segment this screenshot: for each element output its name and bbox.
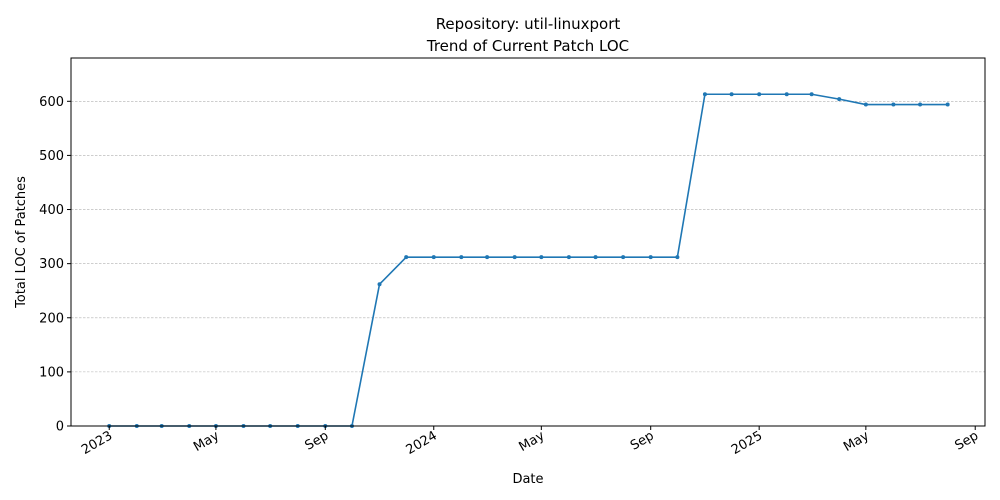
y-tick-label: 0: [56, 420, 64, 435]
y-axis-label: Total LOC of Patches: [14, 176, 29, 309]
y-tick-label: 200: [39, 311, 64, 326]
y-tick-label: 400: [39, 203, 64, 218]
x-axis: 2023 May Sep 2024 May Sep 2025 May Sep: [79, 426, 981, 458]
x-tick-label: 2025: [729, 428, 765, 458]
data-point: [512, 255, 517, 260]
x-tick-label: May: [517, 428, 548, 455]
x-axis-label: Date: [512, 472, 543, 487]
y-tick-label: 600: [39, 95, 64, 110]
data-point: [863, 102, 868, 107]
y-tick-label: 500: [39, 149, 64, 164]
x-tick-label: Sep: [952, 428, 981, 453]
x-tick-label: May: [191, 428, 222, 455]
data-point: [837, 97, 842, 102]
data-point: [784, 92, 789, 97]
data-point: [757, 92, 762, 97]
y-axis: 0 100 200 300 400 500 600: [39, 95, 71, 435]
data-point: [891, 102, 896, 107]
data-point: [729, 92, 734, 97]
data-point: [459, 255, 464, 260]
data-point: [485, 255, 490, 260]
plot-frame: [70, 57, 986, 427]
series-layer: [107, 92, 950, 428]
x-tick-label: May: [841, 428, 872, 455]
grid-layer: [71, 100, 985, 427]
data-point: [648, 255, 653, 260]
data-point: [593, 255, 598, 260]
x-tick-label: 2024: [404, 428, 440, 458]
data-point: [377, 282, 382, 287]
data-point: [675, 255, 680, 260]
chart-title: Repository: util-linuxport: [436, 15, 621, 33]
series-line: [109, 93, 948, 427]
data-point: [809, 92, 814, 97]
y-tick-label: 300: [39, 257, 64, 272]
y-tick-label: 100: [39, 365, 64, 380]
data-point: [539, 255, 544, 260]
data-point: [702, 92, 707, 97]
data-point: [945, 102, 950, 107]
data-point: [918, 102, 923, 107]
data-point: [431, 255, 436, 260]
data-point: [566, 255, 571, 260]
chart-subtitle: Trend of Current Patch LOC: [426, 37, 629, 55]
x-tick-label: Sep: [628, 428, 657, 453]
data-point: [621, 255, 626, 260]
x-tick-label: 2023: [79, 428, 115, 458]
data-point: [404, 255, 409, 260]
x-tick-label: Sep: [303, 428, 332, 453]
